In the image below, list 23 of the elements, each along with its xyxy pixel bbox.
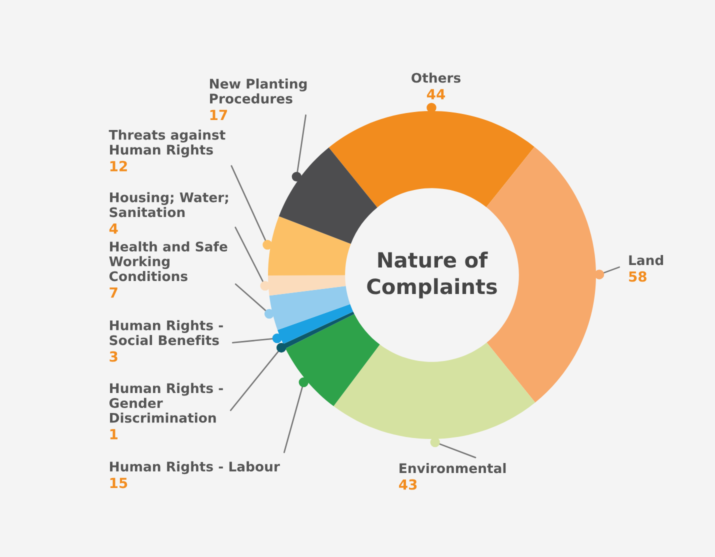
data-label: 3 <box>110 351 118 362</box>
data-label: 7 <box>110 287 118 298</box>
slice-label: Environmental <box>400 462 506 474</box>
donut-slice <box>285 314 380 406</box>
slice-label: Human Rights - Social Benefits <box>110 320 223 346</box>
data-label: 44 <box>426 89 446 100</box>
data-label: 15 <box>110 478 128 488</box>
text: Nature of Complaints <box>367 252 497 298</box>
data-label: 4 <box>109 223 118 234</box>
slice-label: Human Rights - Labour <box>110 461 280 474</box>
slice-label: Land <box>629 254 664 266</box>
data-label: 1 <box>110 429 118 440</box>
slice-label: Human Rights - Gender Discrimination <box>109 382 223 423</box>
slice-label: Health and Safe Working Conditions <box>109 241 228 282</box>
slice-label: Housing; Water; Sanitation <box>110 192 228 218</box>
data-label: 43 <box>399 479 417 490</box>
slice-label: Threats against Human Rights <box>108 130 226 158</box>
data-label: 12 <box>110 160 127 172</box>
data-label: 17 <box>210 110 228 120</box>
data-label: 58 <box>629 271 646 282</box>
slice-label: Others <box>412 72 460 83</box>
slice-label: New Planting Procedures <box>210 78 307 104</box>
donut-slice <box>278 148 378 244</box>
